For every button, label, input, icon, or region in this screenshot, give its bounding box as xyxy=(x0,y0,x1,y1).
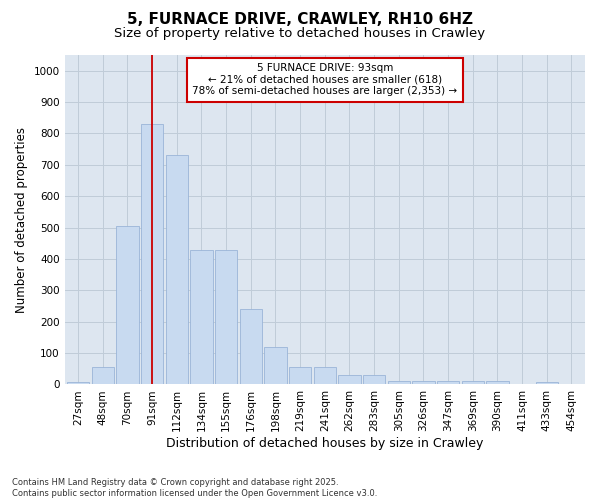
Bar xyxy=(412,380,434,384)
Text: 5 FURNACE DRIVE: 93sqm
← 21% of detached houses are smaller (618)
78% of semi-de: 5 FURNACE DRIVE: 93sqm ← 21% of detached… xyxy=(192,63,457,96)
Bar xyxy=(363,375,385,384)
Y-axis label: Number of detached properties: Number of detached properties xyxy=(15,126,28,312)
Bar xyxy=(190,250,212,384)
Bar xyxy=(536,382,558,384)
Text: Contains HM Land Registry data © Crown copyright and database right 2025.
Contai: Contains HM Land Registry data © Crown c… xyxy=(12,478,377,498)
Bar xyxy=(437,380,459,384)
Bar xyxy=(314,367,336,384)
X-axis label: Distribution of detached houses by size in Crawley: Distribution of detached houses by size … xyxy=(166,437,484,450)
Bar xyxy=(166,156,188,384)
Bar xyxy=(487,382,509,384)
Bar xyxy=(338,375,361,384)
Bar xyxy=(215,250,237,384)
Bar xyxy=(239,309,262,384)
Bar xyxy=(265,348,287,385)
Bar xyxy=(67,382,89,384)
Bar xyxy=(388,380,410,384)
Text: Size of property relative to detached houses in Crawley: Size of property relative to detached ho… xyxy=(115,28,485,40)
Bar xyxy=(92,367,114,384)
Bar xyxy=(141,124,163,384)
Bar xyxy=(116,226,139,384)
Bar xyxy=(461,382,484,384)
Text: 5, FURNACE DRIVE, CRAWLEY, RH10 6HZ: 5, FURNACE DRIVE, CRAWLEY, RH10 6HZ xyxy=(127,12,473,28)
Bar xyxy=(289,366,311,384)
